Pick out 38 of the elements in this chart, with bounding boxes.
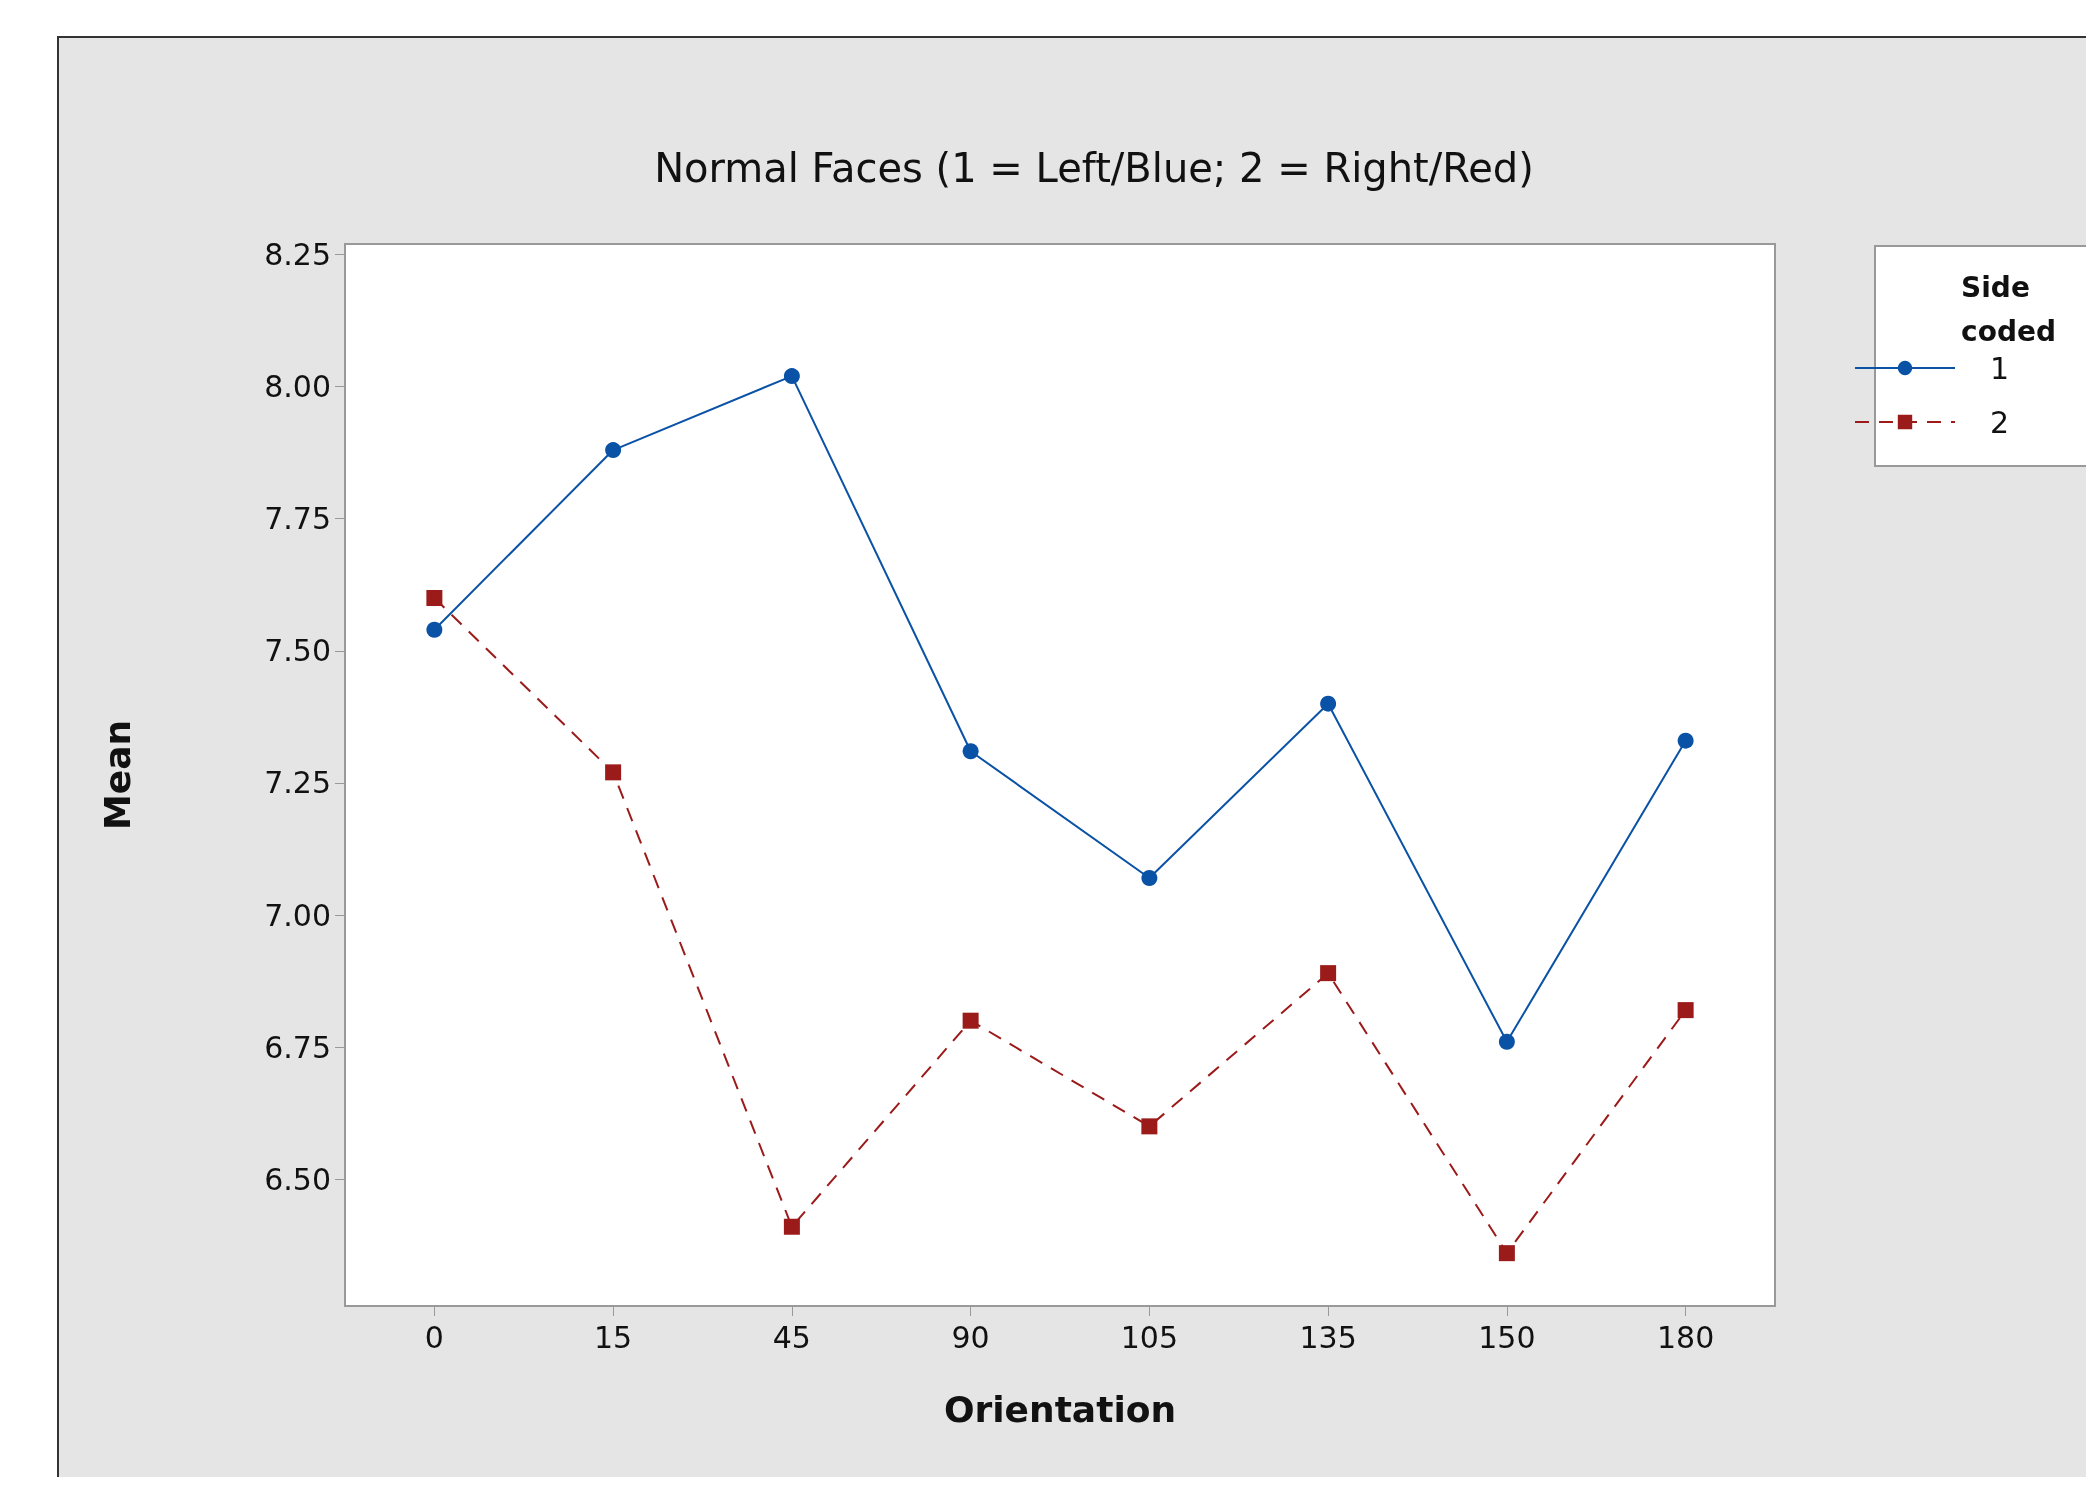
x-tick-label: 150	[1478, 1319, 1536, 1355]
legend-label: 1	[1990, 350, 2010, 386]
x-tick-label: 15	[594, 1319, 633, 1355]
x-tick-label: 180	[1656, 1319, 1715, 1355]
point	[1141, 870, 1158, 887]
x-tick-label: 105	[1120, 1319, 1179, 1355]
point	[1320, 965, 1337, 982]
chart-title: Normal Faces (1 = Left/Blue; 2 = Right/Red)	[654, 145, 1534, 191]
point	[1498, 1033, 1515, 1050]
point	[426, 590, 443, 606]
x-tick-label: 135	[1299, 1319, 1357, 1355]
x-axis-title: Orientation	[943, 1388, 1177, 1430]
point	[426, 621, 443, 638]
point	[1677, 1002, 1694, 1019]
legend-title: Side coded	[1961, 270, 2057, 348]
point	[962, 1012, 979, 1029]
point	[1498, 1245, 1515, 1262]
y-tick-label: 8.00	[264, 369, 331, 405]
y-axis-title: Mean	[96, 719, 138, 831]
point	[605, 442, 622, 459]
point	[962, 743, 979, 760]
y-tick-label: 7.25	[264, 765, 331, 801]
y-tick-label: 7.50	[264, 633, 331, 669]
y-tick-label: 6.50	[264, 1161, 331, 1197]
point	[1320, 695, 1337, 712]
x-tick-label: 45	[772, 1319, 811, 1355]
point	[783, 368, 800, 385]
y-tick-label: 8.25	[264, 237, 331, 273]
x-tick-label: 90	[951, 1319, 990, 1355]
legend-label: 2	[1990, 404, 2010, 440]
y-tick-label: 7.75	[264, 501, 331, 537]
y-tick-label: 7.00	[264, 897, 331, 933]
point	[605, 764, 622, 781]
point	[1677, 732, 1694, 749]
point	[1141, 1118, 1158, 1135]
x-tick-label: 0	[424, 1319, 444, 1355]
y-tick-label: 6.75	[264, 1029, 331, 1065]
point	[783, 1218, 800, 1235]
